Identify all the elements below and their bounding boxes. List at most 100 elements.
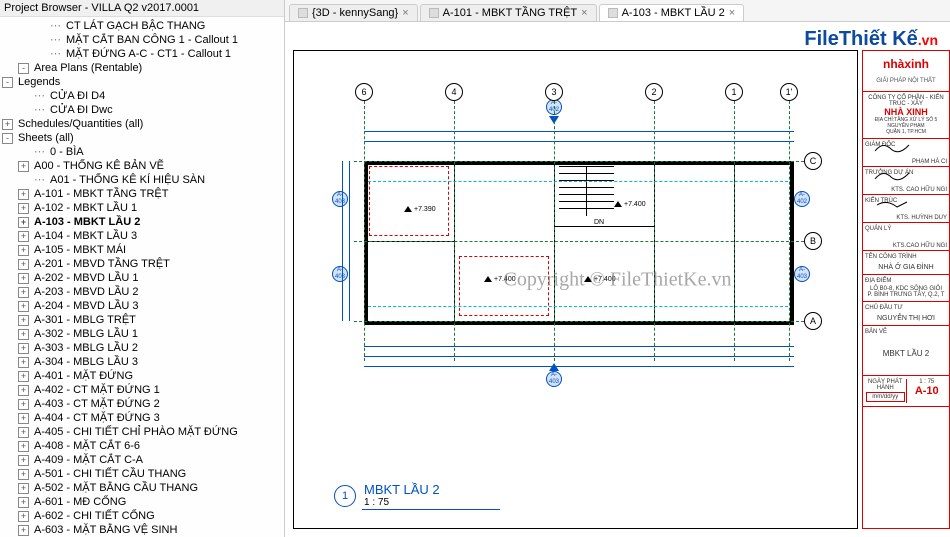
tree-toggle-icon[interactable]: +: [18, 217, 29, 228]
tree-item-label: A-408 - MẶT CẮT 6-6: [32, 439, 140, 453]
tree-toggle-icon[interactable]: +: [18, 273, 29, 284]
tree-toggle-icon[interactable]: +: [18, 161, 29, 172]
tree-item-label: A-602 - CHI TIẾT CỔNG: [32, 509, 155, 523]
tree-item[interactable]: +A-204 - MBVD LẦU 3: [0, 299, 284, 313]
tree-item[interactable]: +A-402 - CT MẶT ĐỨNG 1: [0, 383, 284, 397]
tree-item[interactable]: ⋯A01 - THỐNG KÊ KÍ HIỆU SÀN: [0, 173, 284, 187]
tree-item-label: Sheets (all): [16, 131, 74, 145]
tree-item-label: A-102 - MBKT LẦU 1: [32, 201, 137, 215]
tree-toggle-icon[interactable]: +: [18, 399, 29, 410]
tree-item[interactable]: +A-501 - CHI TIẾT CẦU THANG: [0, 467, 284, 481]
tree-item-label: A-105 - MBKT MÁI: [32, 243, 126, 257]
tree-toggle-icon[interactable]: +: [18, 371, 29, 382]
tree-item[interactable]: ⋯MẶT CẮT BAN CÔNG 1 - Callout 1: [0, 33, 284, 47]
tree-toggle-icon[interactable]: +: [18, 469, 29, 480]
stair-dn-label: DN: [594, 219, 604, 226]
tree-item[interactable]: +A00 - THỐNG KÊ BẢN VẼ: [0, 159, 284, 173]
tree-toggle-icon[interactable]: +: [18, 385, 29, 396]
tree-item-label: A-404 - CT MẶT ĐỨNG 3: [32, 411, 160, 425]
tree-item[interactable]: +A-102 - MBKT LẦU 1: [0, 201, 284, 215]
close-icon[interactable]: ×: [402, 7, 408, 19]
tree-toggle-icon[interactable]: +: [18, 245, 29, 256]
tree-item[interactable]: +A-403 - CT MẶT ĐỨNG 2: [0, 397, 284, 411]
tree-item-label: Schedules/Quantities (all): [16, 117, 143, 131]
tree-toggle-icon[interactable]: +: [18, 343, 29, 354]
tree-toggle-icon[interactable]: +: [18, 203, 29, 214]
tree-toggle-icon[interactable]: -: [18, 63, 29, 74]
tree-item[interactable]: -Area Plans (Rentable): [0, 61, 284, 75]
tree-item[interactable]: +A-404 - CT MẶT ĐỨNG 3: [0, 411, 284, 425]
project-browser[interactable]: Project Browser - VILLA Q2 v2017.0001 ⋯C…: [0, 0, 285, 537]
tree-item[interactable]: +A-603 - MẶT BẰNG VỆ SINH: [0, 523, 284, 537]
tree-toggle-icon[interactable]: +: [18, 511, 29, 522]
grid-line: [734, 101, 735, 361]
tree-item[interactable]: ⋯MẶT ĐỨNG A-C - CT1 - Callout 1: [0, 47, 284, 61]
tree-item[interactable]: +A-302 - MBLG LẦU 1: [0, 327, 284, 341]
tree-item-label: A00 - THỐNG KÊ BẢN VẼ: [32, 159, 164, 173]
tree-toggle-icon[interactable]: +: [18, 329, 29, 340]
tree-toggle-icon[interactable]: +: [18, 231, 29, 242]
tree-toggle-icon[interactable]: +: [18, 315, 29, 326]
view-scale: 1 : 75: [364, 497, 440, 508]
tree-toggle-icon[interactable]: +: [18, 259, 29, 270]
tree-item[interactable]: +A-103 - MBKT LẦU 2: [0, 215, 284, 229]
tree-toggle-icon[interactable]: -: [2, 133, 13, 144]
tree-item[interactable]: +A-502 - MẶT BẰNG CẦU THANG: [0, 481, 284, 495]
tree-toggle-icon[interactable]: +: [18, 189, 29, 200]
tree-item[interactable]: +A-304 - MBLG LẦU 3: [0, 355, 284, 369]
tree-toggle-icon[interactable]: +: [18, 427, 29, 438]
tree-item[interactable]: +A-202 - MBVD LẦU 1: [0, 271, 284, 285]
sheet-icon: [608, 8, 618, 18]
grid-line: [454, 101, 455, 361]
tree-item[interactable]: +A-104 - MBKT LẦU 3: [0, 229, 284, 243]
tree-item[interactable]: ⋯CỬA ĐI D4: [0, 89, 284, 103]
tree-item[interactable]: +A-408 - MẶT CẮT 6-6: [0, 439, 284, 453]
tree-item[interactable]: +A-203 - MBVD LẦU 2: [0, 285, 284, 299]
tree-item[interactable]: +Schedules/Quantities (all): [0, 117, 284, 131]
tree-item[interactable]: +A-401 - MẶT ĐỨNG: [0, 369, 284, 383]
tree-item[interactable]: ⋯0 - BÌA: [0, 145, 284, 159]
tree-item[interactable]: +A-201 - MBVD TẦNG TRỆT: [0, 257, 284, 271]
floor-plan: +7.390 +7.400 +7.400 +7.400 DN A-402 A-4…: [334, 91, 814, 371]
tree-toggle-icon[interactable]: -: [2, 77, 13, 88]
tree-toggle-icon[interactable]: +: [2, 119, 13, 130]
tree-item-label: CỬA ĐI D4: [48, 89, 105, 103]
tree-item-label: A-104 - MBKT LẦU 3: [32, 229, 137, 243]
drawing-canvas[interactable]: FileThiết Kế.vn: [285, 22, 950, 537]
tree-toggle-icon[interactable]: +: [18, 497, 29, 508]
tree-toggle-icon[interactable]: +: [18, 525, 29, 536]
tree-toggle-icon[interactable]: +: [18, 357, 29, 368]
tree-item[interactable]: +A-409 - MẶT CẮT C-A: [0, 453, 284, 467]
tree-leaf-icon: ⋯: [50, 33, 61, 47]
tree-item[interactable]: +A-303 - MBLG LẦU 2: [0, 341, 284, 355]
tree-toggle-icon[interactable]: +: [18, 301, 29, 312]
tree-toggle-icon[interactable]: +: [18, 483, 29, 494]
tab-label: A-101 - MBKT TẦNG TRỆT: [443, 7, 577, 19]
tree-toggle-icon[interactable]: +: [18, 287, 29, 298]
tree-item[interactable]: +A-101 - MBKT TẦNG TRỆT: [0, 187, 284, 201]
tree-item[interactable]: ⋯CỬA ĐI Dwc: [0, 103, 284, 117]
tree-item-label: A-301 - MBLG TRỆT: [32, 313, 136, 327]
close-icon[interactable]: ×: [581, 7, 587, 19]
view-tab[interactable]: {3D - kennySang}×: [289, 4, 418, 21]
view-tab[interactable]: A-103 - MBKT LẦU 2×: [599, 4, 745, 21]
view-tab[interactable]: A-101 - MBKT TẦNG TRỆT ×: [420, 4, 597, 21]
tree-item[interactable]: +A-405 - CHI TIẾT CHỈ PHÀO MẶT ĐỨNG: [0, 425, 284, 439]
grid-line: [354, 321, 804, 322]
tree-item[interactable]: ⋯CT LÁT GẠCH BẬC THANG: [0, 19, 284, 33]
tree-toggle-icon[interactable]: +: [18, 441, 29, 452]
tree-toggle-icon[interactable]: +: [18, 413, 29, 424]
close-icon[interactable]: ×: [729, 7, 735, 19]
tree-toggle-icon[interactable]: +: [18, 455, 29, 466]
grid-bubble: 1': [780, 83, 798, 101]
grid-line: [554, 101, 555, 361]
tree-item-label: 0 - BÌA: [48, 145, 84, 159]
grid-line: [654, 101, 655, 361]
tree-item[interactable]: -Legends: [0, 75, 284, 89]
tree-item-label: A-401 - MẶT ĐỨNG: [32, 369, 133, 383]
tree-item[interactable]: +A-301 - MBLG TRỆT: [0, 313, 284, 327]
tree-item[interactable]: -Sheets (all): [0, 131, 284, 145]
tree-item[interactable]: +A-602 - CHI TIẾT CỔNG: [0, 509, 284, 523]
tree-item[interactable]: +A-601 - MĐ CỔNG: [0, 495, 284, 509]
tree-item[interactable]: +A-105 - MBKT MÁI: [0, 243, 284, 257]
